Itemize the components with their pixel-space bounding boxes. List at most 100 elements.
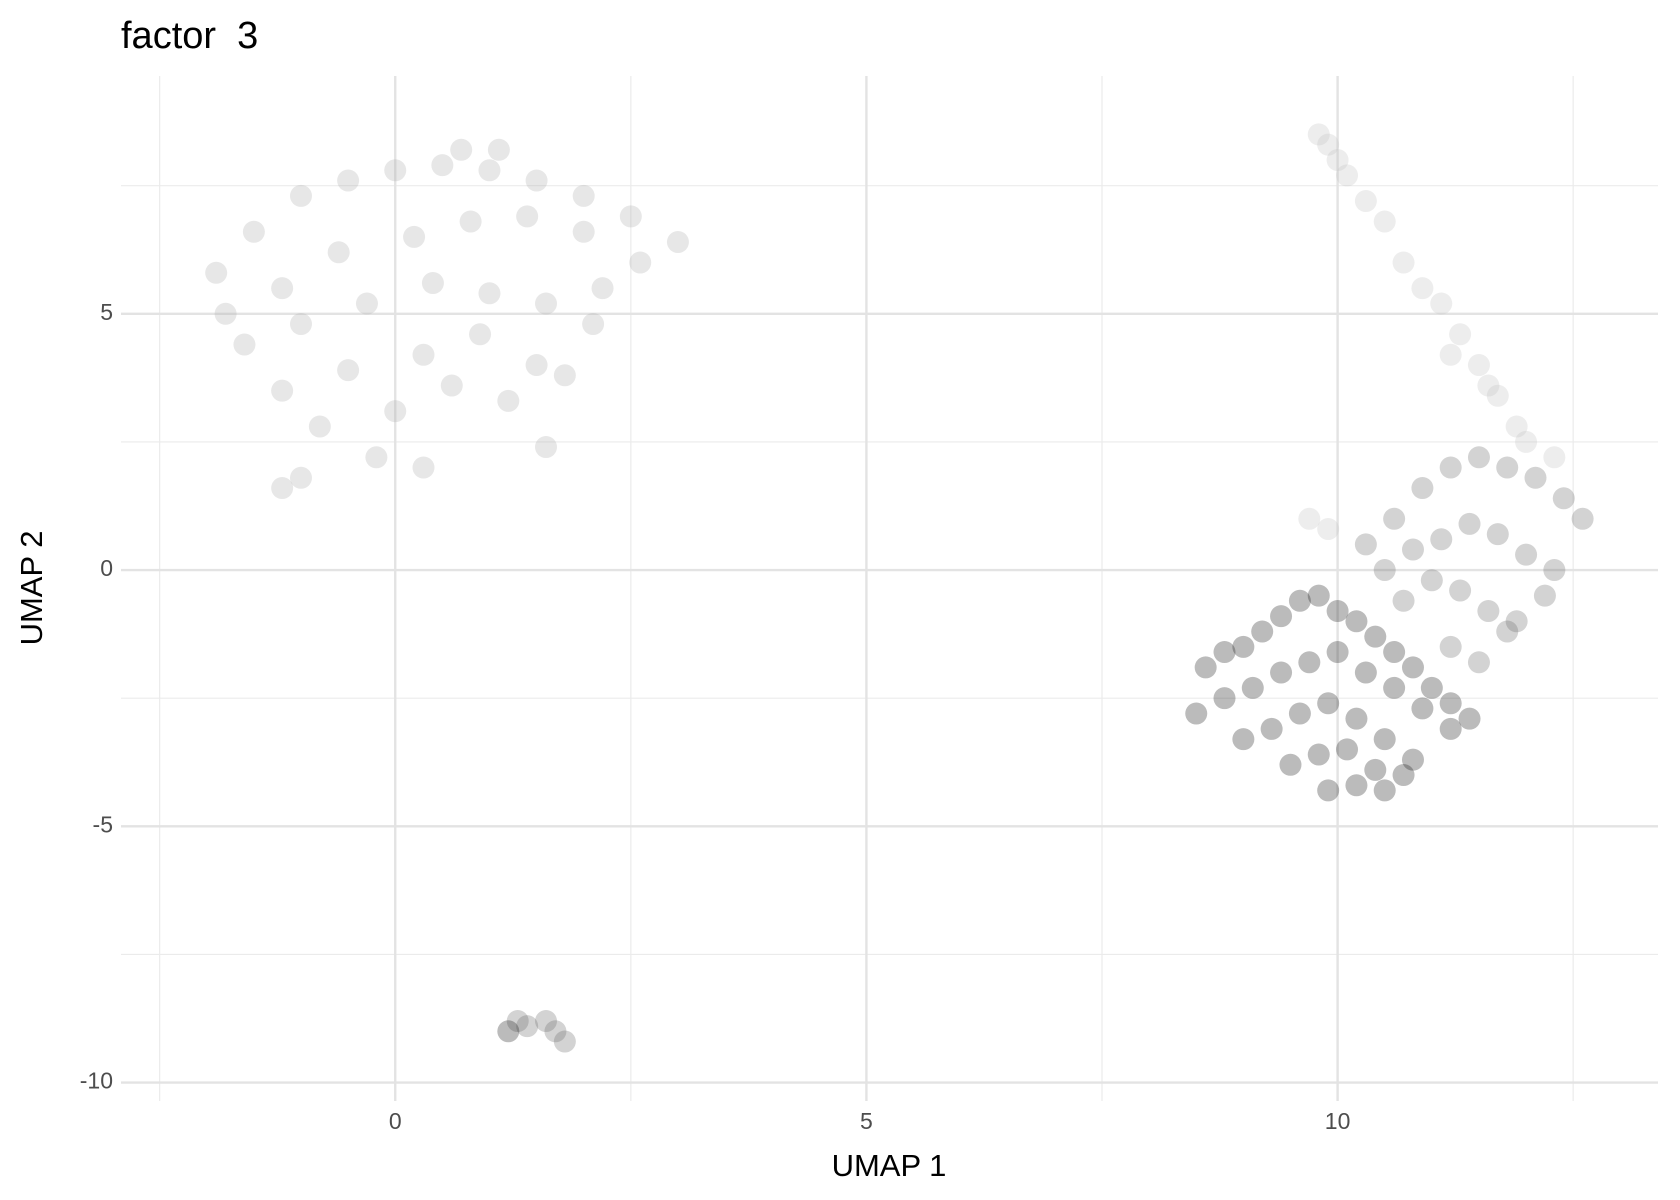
point (421, 272, 444, 295)
point (1307, 584, 1330, 607)
point (666, 231, 689, 254)
point (525, 169, 548, 192)
point (1336, 738, 1359, 761)
point (1317, 692, 1340, 715)
point (1392, 764, 1415, 787)
point (1411, 697, 1434, 720)
point (1232, 635, 1255, 658)
point (1420, 569, 1443, 592)
point (1354, 661, 1377, 684)
point (1411, 277, 1434, 300)
point (1430, 292, 1453, 315)
x-tick-label: 5 (860, 1108, 873, 1134)
point (1279, 753, 1302, 776)
chart-title: factor 3 (121, 15, 258, 57)
point (1307, 743, 1330, 766)
point (1439, 343, 1462, 366)
point (214, 302, 237, 325)
point (1241, 676, 1264, 699)
point (553, 1030, 576, 1053)
point (403, 225, 426, 248)
point (1326, 149, 1349, 172)
point (1505, 610, 1528, 633)
point (1430, 528, 1453, 551)
point (1307, 123, 1330, 146)
point (1515, 430, 1538, 453)
y-tick-label: -5 (93, 811, 113, 837)
point (478, 159, 501, 182)
point (506, 1010, 529, 1033)
point (412, 456, 435, 479)
x-axis-title: UMAP 1 (832, 1148, 947, 1183)
point (619, 205, 642, 228)
point (1373, 559, 1396, 582)
point (487, 138, 510, 161)
y-tick-label: 0 (100, 555, 113, 581)
point (516, 1015, 539, 1038)
point (1317, 779, 1340, 802)
point (1298, 651, 1321, 674)
point (271, 277, 294, 300)
point (1383, 676, 1406, 699)
point (1401, 748, 1424, 771)
point (1439, 692, 1462, 715)
y-tick-label: -10 (80, 1068, 113, 1094)
point (1439, 635, 1462, 658)
point (1194, 656, 1217, 679)
point (1326, 600, 1349, 623)
point (1543, 559, 1566, 582)
point (1420, 676, 1443, 699)
point (1477, 600, 1500, 623)
point (535, 436, 558, 459)
point (1345, 610, 1368, 633)
point (1336, 164, 1359, 187)
point (365, 446, 388, 469)
point (384, 159, 407, 182)
point (1185, 702, 1208, 725)
point (1260, 717, 1283, 740)
point (1543, 446, 1566, 469)
point (1288, 589, 1311, 612)
point (1486, 523, 1509, 546)
point (1354, 533, 1377, 556)
point (1270, 661, 1293, 684)
point (1317, 133, 1340, 156)
grid (121, 76, 1658, 1101)
point (450, 138, 473, 161)
point (1213, 687, 1236, 710)
point (1571, 507, 1594, 530)
point (1411, 477, 1434, 500)
point (337, 169, 360, 192)
point (431, 154, 454, 177)
point (1401, 538, 1424, 561)
point (1251, 620, 1274, 643)
point (1458, 707, 1481, 730)
point (289, 184, 312, 207)
point (1524, 466, 1547, 489)
point (1270, 605, 1293, 628)
point (1449, 579, 1472, 602)
point (308, 415, 331, 438)
point (1515, 543, 1538, 566)
point (516, 205, 539, 228)
x-tick-label: 0 (389, 1108, 402, 1134)
point (1373, 210, 1396, 233)
point (289, 313, 312, 336)
point (1232, 728, 1255, 751)
point (337, 359, 360, 382)
point (535, 292, 558, 315)
point (1288, 702, 1311, 725)
point (1552, 487, 1575, 510)
point (1467, 354, 1490, 377)
point (205, 261, 228, 284)
point (1401, 656, 1424, 679)
point (1439, 456, 1462, 479)
point (1458, 512, 1481, 535)
point (289, 466, 312, 489)
point (1326, 641, 1349, 664)
point (1449, 323, 1472, 346)
point (412, 343, 435, 366)
point (327, 241, 350, 264)
